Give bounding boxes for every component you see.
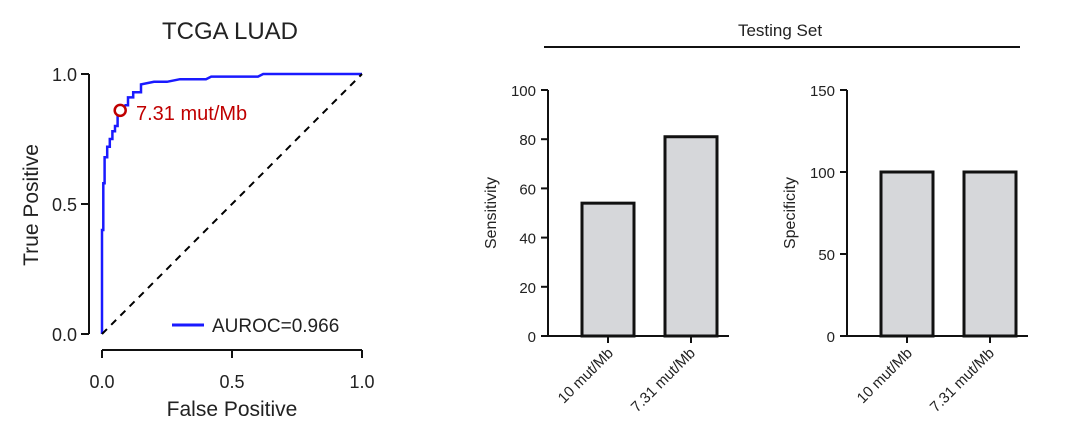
specificity-bar-0 [879, 170, 935, 338]
specificity-y-tick-2: 100 [810, 165, 835, 182]
roc-axes [81, 73, 363, 358]
sensitivity-y-tick-4: 80 [519, 132, 536, 149]
roc-cutoff-marker [113, 103, 127, 118]
specificity-axes: 0 50 100 150 [810, 83, 1028, 346]
sensitivity-y-tick-5: 100 [511, 83, 536, 100]
roc-annotation-label: 7.31 mut/Mb [136, 103, 247, 125]
sensitivity-x-tick-1: 7.31 mut/Mb [628, 345, 699, 416]
sensitivity-y-tick-3: 60 [519, 181, 536, 198]
sensitivity-y-tick-2: 40 [519, 231, 536, 248]
sensitivity-bar-1 [663, 135, 719, 338]
roc-legend-label: AUROC=0.966 [212, 316, 339, 337]
testing-set-title: Testing Set [738, 21, 822, 40]
specificity-y-tick-3: 150 [810, 83, 835, 100]
roc-x-axis-title: False Positive [167, 398, 298, 421]
specificity-y-tick-0: 0 [827, 329, 835, 346]
roc-panel: TCGA LUAD 0.0 0.5 1.0 0.0 0.5 1.0 False … [20, 18, 375, 421]
sensitivity-y-tick-0: 0 [528, 329, 536, 346]
roc-x-tick-2: 1.0 [349, 372, 374, 392]
specificity-x-tick-1: 7.31 mut/Mb [927, 345, 998, 416]
sensitivity-y-axis-title: Sensitivity [483, 177, 500, 249]
sensitivity-panel: Sensitivity 0 20 40 60 80 100 10 mut/Mb 7.31 … [483, 83, 729, 416]
sensitivity-bar-0 [580, 201, 636, 338]
specificity-bars [879, 170, 1018, 338]
specificity-panel: Specificity 0 50 100 150 10 mut/Mb 7.31 mut… [782, 83, 1028, 416]
roc-plot-area [100, 72, 363, 335]
specificity-y-tick-1: 50 [818, 247, 835, 264]
roc-y-tick-2: 1.0 [52, 65, 77, 85]
roc-x-tick-1: 0.5 [219, 372, 244, 392]
roc-title: TCGA LUAD [162, 18, 298, 45]
sensitivity-axes: 0 20 40 60 80 100 [511, 83, 729, 346]
roc-y-axis-title: True Positive [20, 144, 43, 266]
roc-x-tick-0: 0.0 [89, 372, 114, 392]
specificity-bar-1 [962, 170, 1018, 338]
sensitivity-x-tick-0: 10 mut/Mb [555, 345, 617, 407]
specificity-x-tick-0: 10 mut/Mb [854, 345, 916, 407]
chance-diagonal-line [101, 73, 363, 335]
roc-y-tick-0: 0.0 [52, 325, 77, 345]
sensitivity-y-tick-1: 20 [519, 280, 536, 297]
specificity-y-axis-title: Specificity [782, 177, 799, 249]
roc-y-tick-1: 0.5 [52, 195, 77, 215]
testing-set-header: Testing Set [544, 21, 1020, 48]
sensitivity-bars [580, 135, 719, 338]
